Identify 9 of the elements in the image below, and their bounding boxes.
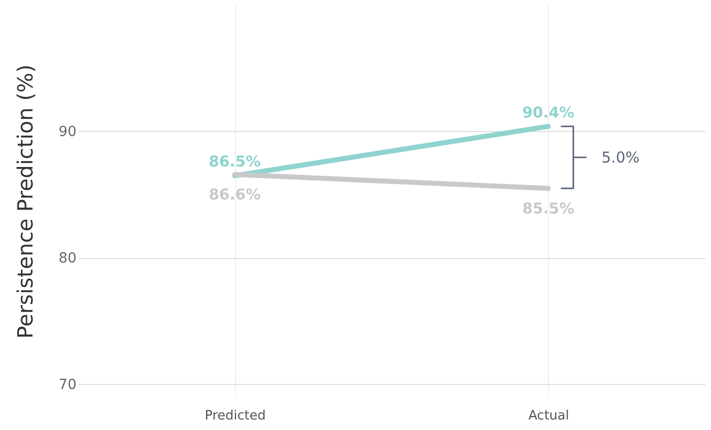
annotation: 5.0% bbox=[602, 148, 640, 166]
x-tick-label: Actual bbox=[528, 408, 570, 424]
data-label: 86.5% bbox=[208, 152, 261, 171]
y-tick-label: 90 bbox=[58, 124, 76, 140]
y-tick-label: 80 bbox=[58, 250, 76, 266]
x-tick-label: Predicted bbox=[204, 408, 266, 424]
data-label: 90.4% bbox=[522, 103, 574, 122]
y-axis-title: Persistence Prediction (%) bbox=[14, 64, 38, 339]
y-tick-label: 70 bbox=[58, 376, 76, 393]
